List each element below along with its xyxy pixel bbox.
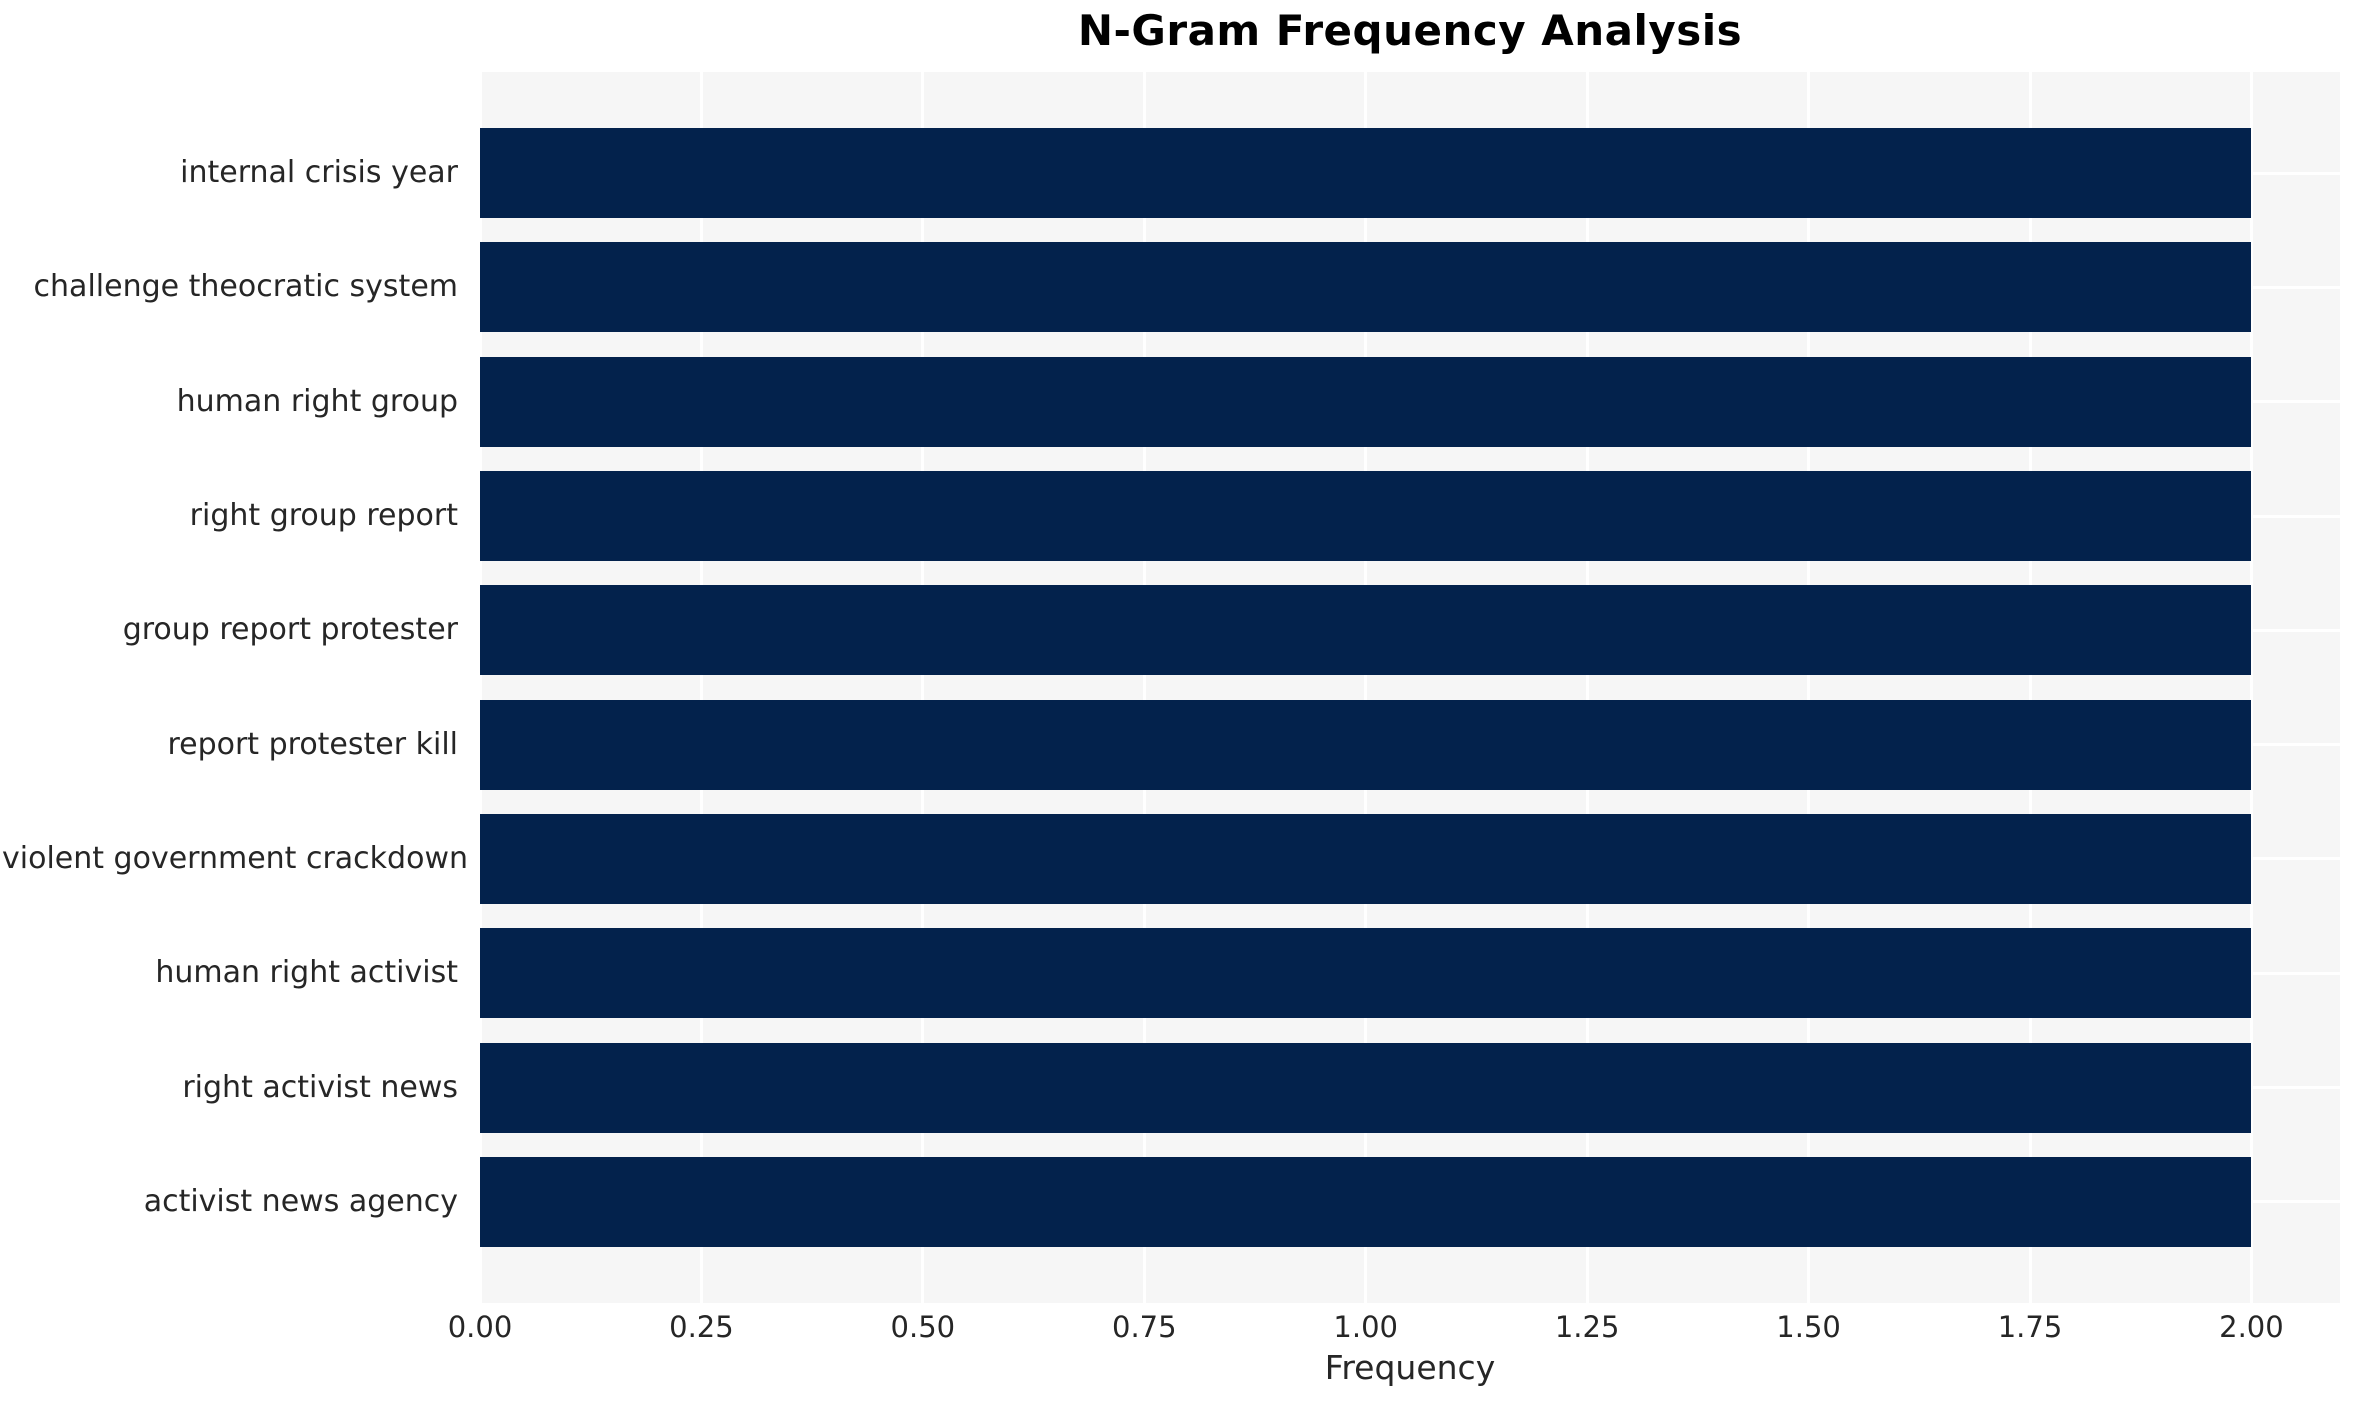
gridline-vertical [1364,72,1368,1303]
gridline-vertical [1585,72,1589,1303]
x-tick-label: 2.00 [2219,1310,2284,1344]
gridline-vertical [1807,72,1811,1303]
y-tick-label: human right activist [155,955,458,991]
x-tick-label: 1.75 [1997,1310,2063,1344]
gridline-vertical [699,72,703,1303]
chart-title: N-Gram Frequency Analysis [1077,6,1743,55]
bar-violent-government-crackdown [480,813,2252,904]
gridline-vertical [1142,72,1146,1303]
plot-area [478,72,2340,1303]
gridline-vertical [2249,72,2253,1303]
x-tick-label: 0.00 [447,1310,513,1344]
x-tick-label: 0.50 [890,1310,956,1344]
bar-activist-news-agency [480,1156,2252,1247]
bar-right-activist-news [480,1042,2252,1133]
y-tick-label: group report protester [122,612,458,648]
x-axis-title: Frequency [1324,1348,1496,1387]
gridline-vertical [2028,72,2032,1303]
y-tick-label: activist news agency [143,1183,458,1219]
bar-internal-crisis-year [480,128,2252,219]
y-tick-label: right group report [189,498,458,534]
y-tick-label: human right group [176,383,458,419]
bar-report-protester-kill [480,699,2252,790]
x-tick-label: 0.75 [1111,1310,1177,1344]
y-tick-label: right activist news [182,1069,458,1105]
x-tick-label: 1.50 [1776,1310,1841,1344]
bar-group-report-protester [480,585,2252,676]
bar-human-right-group [480,356,2252,447]
bar-right-group-report [480,471,2252,562]
y-tick-label: challenge theocratic system [33,269,458,305]
y-tick-label: internal crisis year [180,155,458,191]
bar-challenge-theocratic-system [480,242,2252,333]
y-tick-label: report protester kill [167,726,458,762]
x-tick-label: 1.00 [1333,1310,1398,1344]
gridline-vertical [478,72,482,1303]
y-tick-label: violent government crackdown [2,840,468,876]
x-tick-label: 1.25 [1554,1310,1620,1344]
gridline-vertical [921,72,925,1303]
bar-human-right-activist [480,928,2252,1019]
x-tick-label: 0.25 [669,1310,734,1344]
